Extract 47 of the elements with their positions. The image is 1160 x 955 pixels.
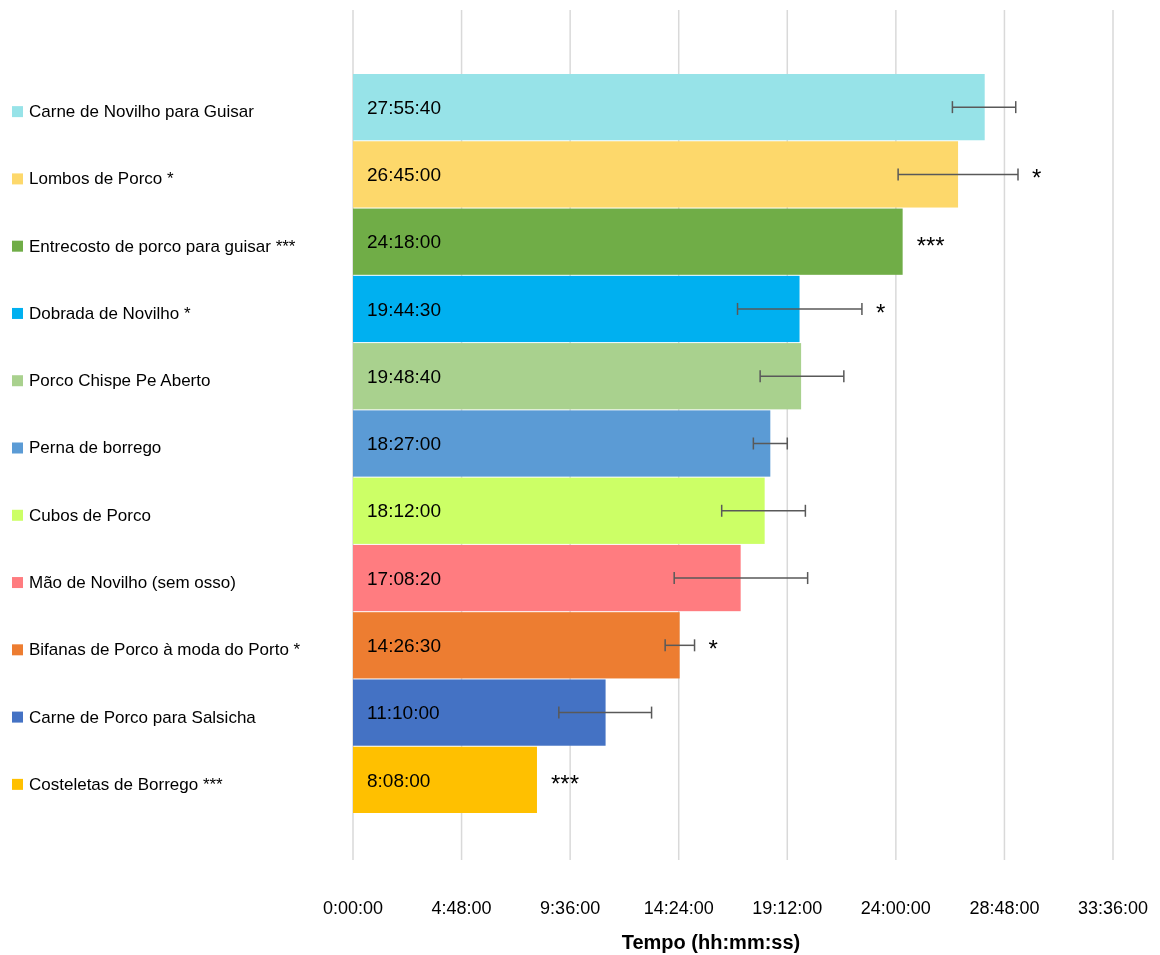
x-tick-label: 14:24:00 [643, 898, 714, 919]
bar [353, 343, 802, 410]
x-tick-label: 0:00:00 [322, 898, 384, 919]
data-label: 14:26:30 [367, 634, 441, 656]
x-tick-label: 19:12:00 [752, 898, 823, 919]
bar [353, 679, 606, 746]
y-tick-label: Entrecosto de porco para guisar *** [29, 236, 296, 256]
bar [353, 410, 771, 477]
x-tick-label: 28:48:00 [969, 898, 1040, 919]
y-tick-label: Cubos de Porco [29, 505, 151, 525]
y-tick-label: Costeletas de Borrego *** [29, 774, 224, 794]
data-label: 19:48:40 [367, 365, 441, 387]
annotation: * [875, 298, 886, 326]
y-tick-label: Bifanas de Porco à moda do Porto * [29, 640, 301, 660]
y-tick-label: Lombos de Porco * [29, 169, 174, 189]
y-tick-label: Mão de Novilho (sem osso) [29, 573, 236, 592]
data-label: 17:08:20 [367, 567, 441, 589]
data-label: 18:12:00 [367, 500, 441, 522]
annotation: *** [916, 231, 945, 259]
data-label: 24:18:00 [367, 231, 441, 253]
data-label: 11:10:00 [367, 702, 440, 724]
y-tick-label: Carne de Porco para Salsicha [29, 707, 257, 727]
data-label: 26:45:00 [367, 164, 441, 186]
x-axis-title: Tempo (hh:mm:ss) [621, 931, 801, 953]
x-tick-label: 4:48:00 [431, 898, 492, 919]
data-label: 18:27:00 [367, 433, 441, 455]
bar [353, 141, 959, 208]
bar [353, 208, 903, 275]
bar [353, 612, 680, 679]
annotation: *** [550, 769, 579, 797]
bar [353, 275, 800, 343]
y-tick-label: Dobrada de Novilho * [29, 303, 191, 323]
annotation: * [1032, 164, 1042, 192]
x-tick-label: 24:00:00 [860, 898, 931, 919]
data-label: 19:44:30 [367, 298, 441, 320]
x-tick-label: 33:36:00 [1077, 898, 1149, 919]
y-tick-label: Porco Chispe Pe Aberto [29, 371, 211, 391]
annotation: * [708, 635, 718, 663]
bar [353, 746, 537, 813]
bar [353, 74, 985, 141]
x-tick-label: 9:36:00 [540, 898, 601, 919]
y-tick-label: Carne de Novilho para Guisar [29, 102, 255, 122]
data-label: 27:55:40 [367, 96, 441, 118]
data-label: 8:08:00 [367, 769, 431, 791]
bar [353, 477, 765, 544]
bar [353, 544, 741, 612]
y-tick-label: Perna de borrego [29, 438, 162, 458]
